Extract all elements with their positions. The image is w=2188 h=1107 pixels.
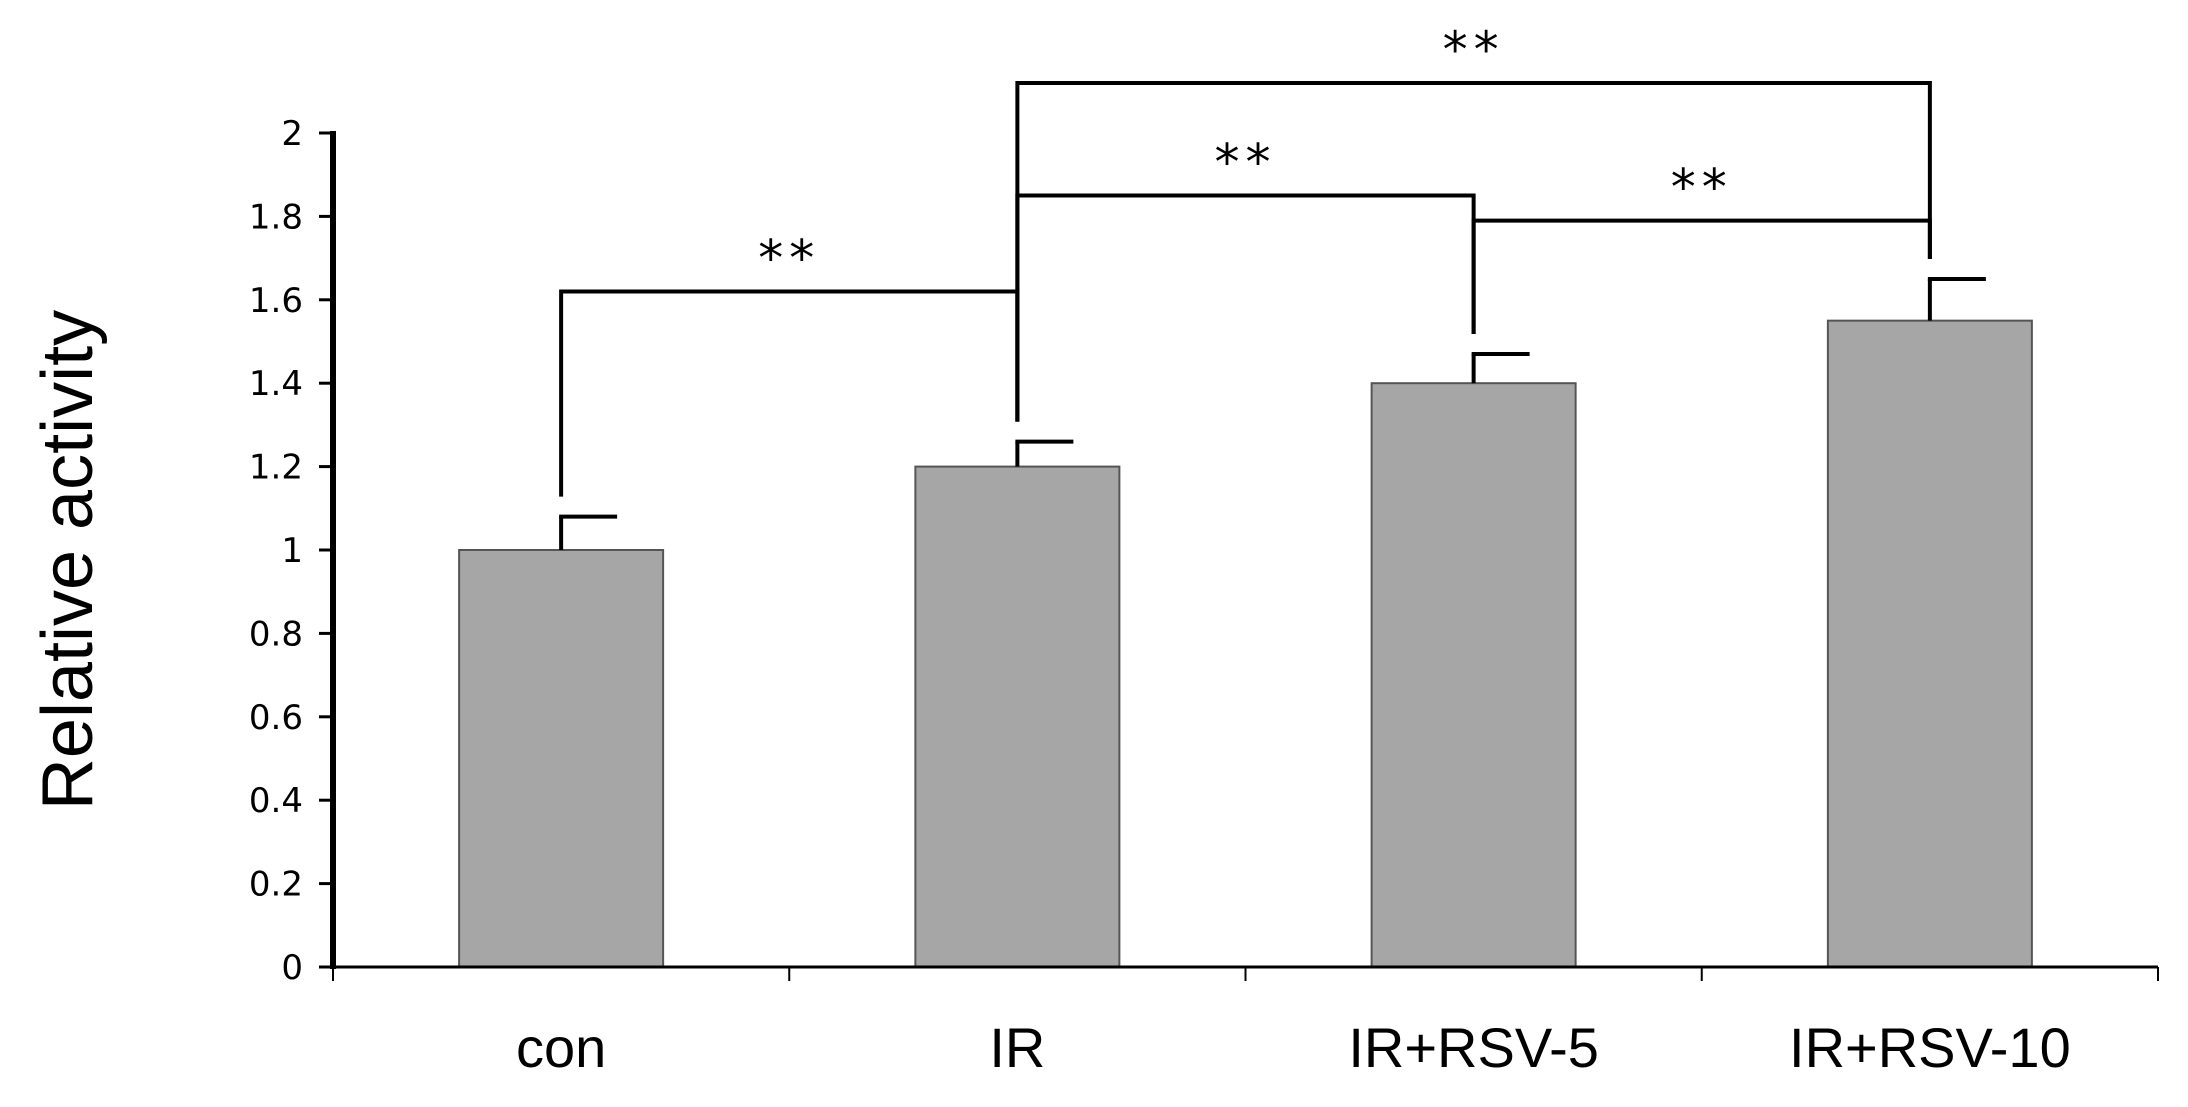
y-tick-label: 0.2 (249, 865, 303, 905)
significance-label: ** (1443, 21, 1505, 79)
significance-bracket (1015, 80, 1932, 422)
y-axis-title: Relative activity (28, 310, 108, 810)
x-tick-label: IR+RSV-5 (1348, 1016, 1599, 1079)
y-tick-label: 1.6 (249, 281, 303, 321)
y-tick-label: 1.2 (249, 448, 303, 488)
x-tick-label: con (516, 1016, 606, 1079)
y-tick-label: 0.8 (249, 614, 303, 654)
bar-ir (914, 465, 1121, 968)
significance-label: ** (758, 229, 820, 287)
plot-area: 0 0.2 0.4 0.6 0.8 1 1.2 1.4 1.6 1.8 2 con IR IR+RSV-5… (249, 21, 2159, 1079)
y-axis-title-group: Relative activity (28, 310, 108, 810)
bar-ir-rsv-10 (1826, 319, 2033, 968)
significance-bracket (1471, 218, 1932, 335)
x-tick-label: IR+RSV-10 (1789, 1016, 2071, 1079)
y-tick-label: 0 (281, 948, 303, 988)
y-tick-label: 1.4 (249, 364, 303, 404)
y-tick-label: 0.4 (249, 781, 303, 821)
y-tick-label: 2 (281, 114, 303, 154)
y-tick-label: 1.8 (249, 197, 303, 237)
bar-con (458, 549, 665, 968)
y-tick-label: 1 (281, 531, 303, 571)
y-tick-label: 0.6 (249, 698, 303, 738)
x-tick-label: IR (989, 1016, 1045, 1079)
significance-label: ** (1671, 159, 1733, 217)
bar-ir-rsv-5 (1370, 382, 1577, 968)
significance-label: ** (1215, 134, 1277, 192)
